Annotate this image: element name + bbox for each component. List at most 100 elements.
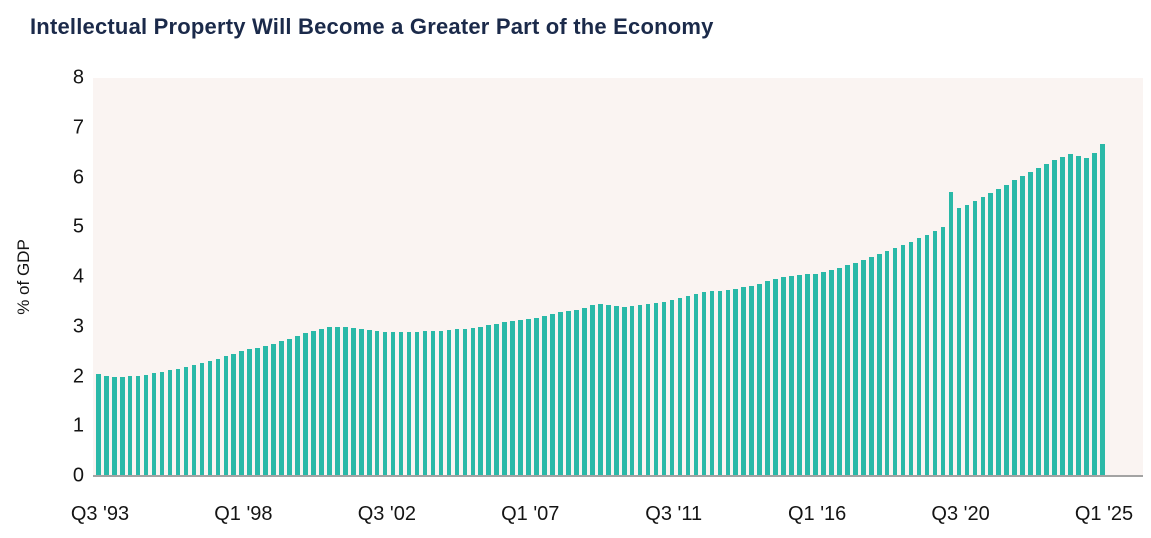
bar bbox=[454, 329, 460, 476]
bar bbox=[972, 201, 978, 476]
bar bbox=[406, 331, 412, 476]
y-tick-label: 3 bbox=[72, 315, 84, 338]
bar bbox=[494, 323, 500, 476]
bar bbox=[701, 292, 707, 476]
bar bbox=[613, 306, 619, 476]
bar bbox=[940, 227, 946, 476]
bar bbox=[303, 333, 308, 476]
bar bbox=[1044, 163, 1049, 476]
bar bbox=[1020, 176, 1025, 476]
bar bbox=[103, 375, 109, 476]
bar bbox=[741, 287, 747, 476]
x-tick-label: Q3 '93 bbox=[70, 503, 130, 525]
bar bbox=[319, 328, 324, 476]
bar bbox=[813, 273, 818, 476]
bar bbox=[279, 341, 284, 476]
bar bbox=[884, 251, 890, 476]
y-axis-label: % of GDP bbox=[14, 239, 33, 315]
x-tick-label: Q3 '11 bbox=[645, 503, 703, 525]
x-tick-label: Q3 '20 bbox=[931, 503, 990, 525]
bar bbox=[605, 304, 611, 476]
bar bbox=[327, 327, 332, 476]
bar bbox=[892, 248, 898, 476]
bar bbox=[980, 197, 986, 476]
bar bbox=[343, 327, 348, 476]
bar bbox=[534, 317, 539, 476]
bar bbox=[215, 358, 221, 476]
bar bbox=[119, 376, 125, 476]
bar bbox=[366, 330, 372, 476]
bar bbox=[749, 285, 754, 476]
x-tick-label: Q3 '02 bbox=[357, 503, 416, 525]
bar bbox=[773, 279, 778, 476]
bar bbox=[621, 306, 627, 476]
bar bbox=[414, 331, 420, 476]
x-tick-label: Q1 '25 bbox=[1074, 503, 1134, 525]
bar bbox=[1004, 184, 1009, 476]
bar bbox=[1100, 143, 1105, 476]
bar bbox=[964, 204, 970, 476]
bar bbox=[478, 326, 484, 476]
bar bbox=[358, 329, 364, 476]
x-axis-line bbox=[93, 475, 1143, 477]
bar bbox=[860, 260, 866, 476]
bar bbox=[677, 297, 683, 476]
bar bbox=[1028, 171, 1033, 476]
bar bbox=[271, 343, 276, 476]
chart-title: Intellectual Property Will Become a Grea… bbox=[30, 14, 714, 39]
bar bbox=[558, 312, 563, 476]
bar bbox=[287, 338, 292, 476]
y-tick-label: 5 bbox=[72, 215, 84, 238]
bar bbox=[167, 370, 173, 476]
bar bbox=[629, 306, 635, 476]
bar bbox=[96, 374, 101, 476]
bar bbox=[765, 281, 770, 476]
bar bbox=[191, 364, 197, 476]
bar bbox=[876, 254, 882, 476]
bar bbox=[574, 309, 579, 476]
bar bbox=[151, 373, 157, 476]
bar bbox=[127, 376, 133, 476]
bar bbox=[837, 267, 842, 476]
bar bbox=[502, 322, 507, 476]
bar bbox=[908, 241, 914, 476]
bar bbox=[207, 360, 213, 476]
bar bbox=[247, 349, 252, 476]
bar bbox=[598, 303, 603, 476]
bar bbox=[805, 274, 810, 476]
bar bbox=[900, 245, 906, 476]
bar bbox=[542, 315, 547, 476]
bar bbox=[932, 231, 938, 476]
bar bbox=[661, 301, 667, 476]
bar bbox=[111, 376, 117, 476]
bar bbox=[789, 275, 794, 476]
y-tick-label: 6 bbox=[72, 166, 84, 188]
bar bbox=[239, 351, 245, 476]
bar bbox=[255, 347, 260, 476]
bar bbox=[845, 265, 850, 476]
bar bbox=[486, 325, 492, 476]
bar bbox=[526, 319, 531, 476]
bar bbox=[685, 295, 691, 476]
bar bbox=[1052, 160, 1057, 476]
bar bbox=[135, 375, 141, 476]
bar bbox=[566, 311, 571, 476]
bar bbox=[956, 208, 962, 476]
bar bbox=[781, 277, 786, 476]
bar bbox=[637, 305, 643, 476]
bar bbox=[374, 331, 380, 476]
x-tick-label: Q1 '16 bbox=[787, 503, 847, 525]
bar bbox=[1012, 180, 1017, 476]
bar bbox=[916, 238, 922, 476]
bar bbox=[199, 362, 205, 476]
bar bbox=[725, 289, 731, 476]
bar bbox=[988, 193, 994, 476]
bar bbox=[390, 332, 396, 476]
y-tick-label: 4 bbox=[72, 265, 84, 288]
bar bbox=[948, 192, 954, 476]
bar bbox=[717, 290, 723, 476]
bar bbox=[422, 331, 428, 476]
bar bbox=[462, 328, 468, 476]
bar bbox=[143, 374, 149, 476]
